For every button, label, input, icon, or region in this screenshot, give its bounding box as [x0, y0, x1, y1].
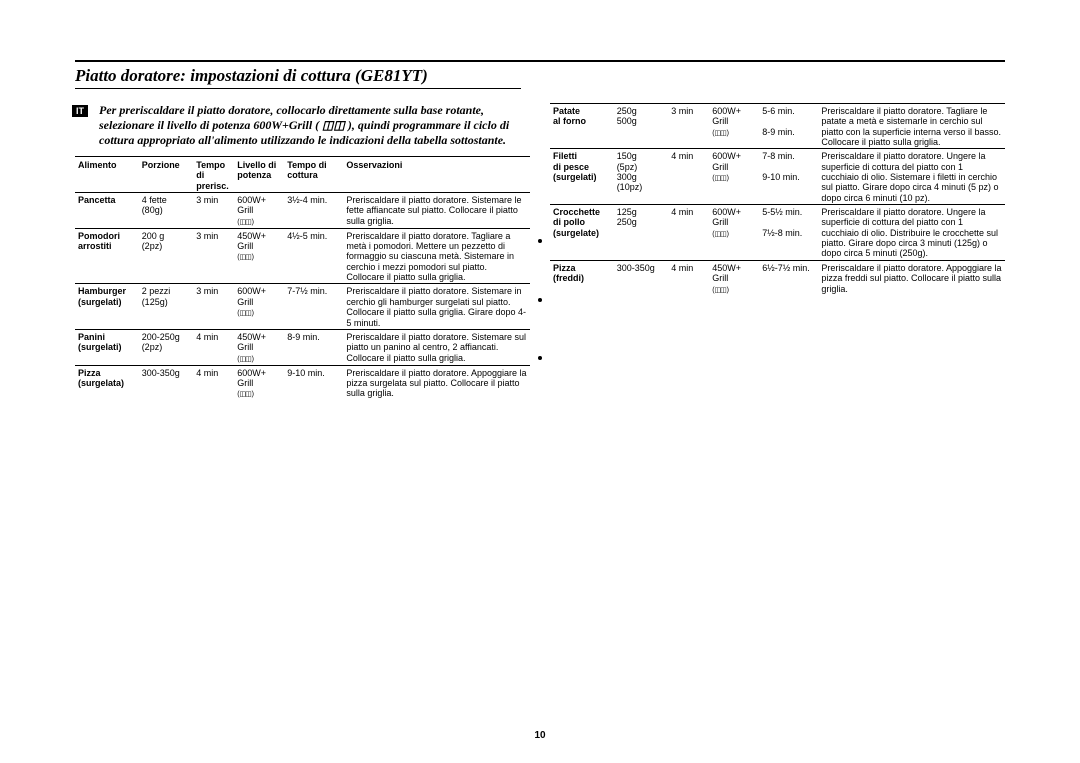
th-tempo-pre: Tempo di prerisc. — [193, 157, 234, 193]
td-oss: Preriscaldare il piatto doratore. Taglia… — [818, 104, 1005, 149]
td-porzione: 4 fette(80g) — [139, 193, 194, 229]
td-food: Patateal forno — [550, 104, 614, 149]
td-tcott: 9-10 min. — [284, 365, 343, 400]
td-livello: 450W+Grill( ◫◫ ) — [234, 228, 284, 284]
td-porzione: 200 g(2pz) — [139, 228, 194, 284]
table-row: Pizza(freddi)300-350g4 min450W+Grill( ◫◫… — [550, 260, 1005, 295]
table-row: Panini(surgelati)200-250g(2pz)4 min450W+… — [75, 329, 530, 365]
td-tcott: 5-6 min.8-9 min. — [759, 104, 818, 149]
cooking-table-right: Patateal forno250g500g3 min600W+Grill( ◫… — [550, 103, 1005, 296]
table-header: Alimento Porzione Tempo di prerisc. Live… — [75, 157, 530, 193]
td-tcott: 7-7½ min. — [284, 284, 343, 329]
td-oss: Preriscaldare il piatto doratore. Ungere… — [818, 149, 1005, 205]
th-tempo-cott: Tempo di cottura — [284, 157, 343, 193]
td-livello: 600W+Grill( ◫◫ ) — [234, 193, 284, 229]
th-porzione: Porzione — [139, 157, 194, 193]
td-tempo: 4 min — [193, 329, 234, 365]
td-livello: 600W+Grill( ◫◫ ) — [709, 205, 759, 261]
td-tcott: 3½-4 min. — [284, 193, 343, 229]
td-food: Panini(surgelati) — [75, 329, 139, 365]
td-tcott: 6½-7½ min. — [759, 260, 818, 295]
td-tempo: 3 min — [193, 193, 234, 229]
table-row: Pomodoriarrostiti200 g(2pz)3 min450W+Gri… — [75, 228, 530, 284]
table-row: Patateal forno250g500g3 min600W+Grill( ◫… — [550, 104, 1005, 149]
td-oss: Preriscaldare il piatto doratore. Sistem… — [343, 329, 530, 365]
td-porzione: 250g500g — [614, 104, 669, 149]
title-wrap: Piatto doratore: impostazioni di cottura… — [75, 66, 521, 89]
cooking-table-left: Alimento Porzione Tempo di prerisc. Live… — [75, 156, 530, 400]
table-row: Filettidi pesce (surgelati)150g(5pz)300g… — [550, 149, 1005, 205]
td-food: Pizza(freddi) — [550, 260, 614, 295]
td-oss: Preriscaldare il piatto doratore. Taglia… — [343, 228, 530, 284]
td-porzione: 200-250g(2pz) — [139, 329, 194, 365]
td-porzione: 300-350g — [614, 260, 669, 295]
page-number: 10 — [0, 730, 1080, 741]
td-livello: 600W+Grill( ◫◫ ) — [234, 365, 284, 400]
td-tempo: 3 min — [668, 104, 709, 149]
td-food: Crocchettedi pollo (surgelate) — [550, 205, 614, 261]
binding-dots — [536, 239, 544, 360]
td-tcott: 7-8 min.9-10 min. — [759, 149, 818, 205]
td-tcott: 8-9 min. — [284, 329, 343, 365]
td-porzione: 300-350g — [139, 365, 194, 400]
td-oss: Preriscaldare il piatto doratore. Appogg… — [343, 365, 530, 400]
td-food: Pizza(surgelata) — [75, 365, 139, 400]
td-food: Pomodoriarrostiti — [75, 228, 139, 284]
column-left: IT Per preriscaldare il piatto doratore,… — [75, 99, 530, 400]
td-tempo: 4 min — [668, 149, 709, 205]
table-row: Hamburger(surgelati)2 pezzi(125g)3 min60… — [75, 284, 530, 329]
td-tempo: 3 min — [193, 284, 234, 329]
td-tcott: 4½-5 min. — [284, 228, 343, 284]
rule-top — [75, 60, 1005, 62]
lang-badge: IT — [72, 105, 88, 117]
table-row: Pizza(surgelata)300-350g4 min600W+Grill(… — [75, 365, 530, 400]
td-tempo: 4 min — [668, 205, 709, 261]
td-oss: Preriscaldare il piatto doratore. Ungere… — [818, 205, 1005, 261]
td-livello: 450W+Grill( ◫◫ ) — [234, 329, 284, 365]
td-oss: Preriscaldare il piatto doratore. Sistem… — [343, 284, 530, 329]
td-porzione: 150g(5pz)300g(10pz) — [614, 149, 669, 205]
td-tempo: 3 min — [193, 228, 234, 284]
td-food: Pancetta — [75, 193, 139, 229]
td-tempo: 4 min — [668, 260, 709, 295]
th-alimento: Alimento — [75, 157, 139, 193]
td-livello: 450W+Grill( ◫◫ ) — [709, 260, 759, 295]
column-right: Patateal forno250g500g3 min600W+Grill( ◫… — [550, 99, 1005, 400]
td-food: Hamburger(surgelati) — [75, 284, 139, 329]
td-oss: Preriscaldare il piatto doratore. Sistem… — [343, 193, 530, 229]
td-tcott: 5-5½ min.7½-8 min. — [759, 205, 818, 261]
table-row: Pancetta4 fette(80g)3 min600W+Grill( ◫◫ … — [75, 193, 530, 229]
td-livello: 600W+Grill( ◫◫ ) — [709, 104, 759, 149]
intro-text: Per preriscaldare il piatto doratore, co… — [99, 103, 530, 148]
td-tempo: 4 min — [193, 365, 234, 400]
th-osservazioni: Osservazioni — [343, 157, 530, 193]
th-livello: Livello di potenza — [234, 157, 284, 193]
td-food: Filettidi pesce (surgelati) — [550, 149, 614, 205]
page-title: Piatto doratore: impostazioni di cottura… — [75, 66, 521, 86]
td-oss: Preriscaldare il piatto doratore. Appogg… — [818, 260, 1005, 295]
td-livello: 600W+Grill( ◫◫ ) — [234, 284, 284, 329]
td-livello: 600W+Grill( ◫◫ ) — [709, 149, 759, 205]
td-porzione: 2 pezzi(125g) — [139, 284, 194, 329]
table-row: Crocchettedi pollo (surgelate)125g250g4 … — [550, 205, 1005, 261]
td-porzione: 125g250g — [614, 205, 669, 261]
